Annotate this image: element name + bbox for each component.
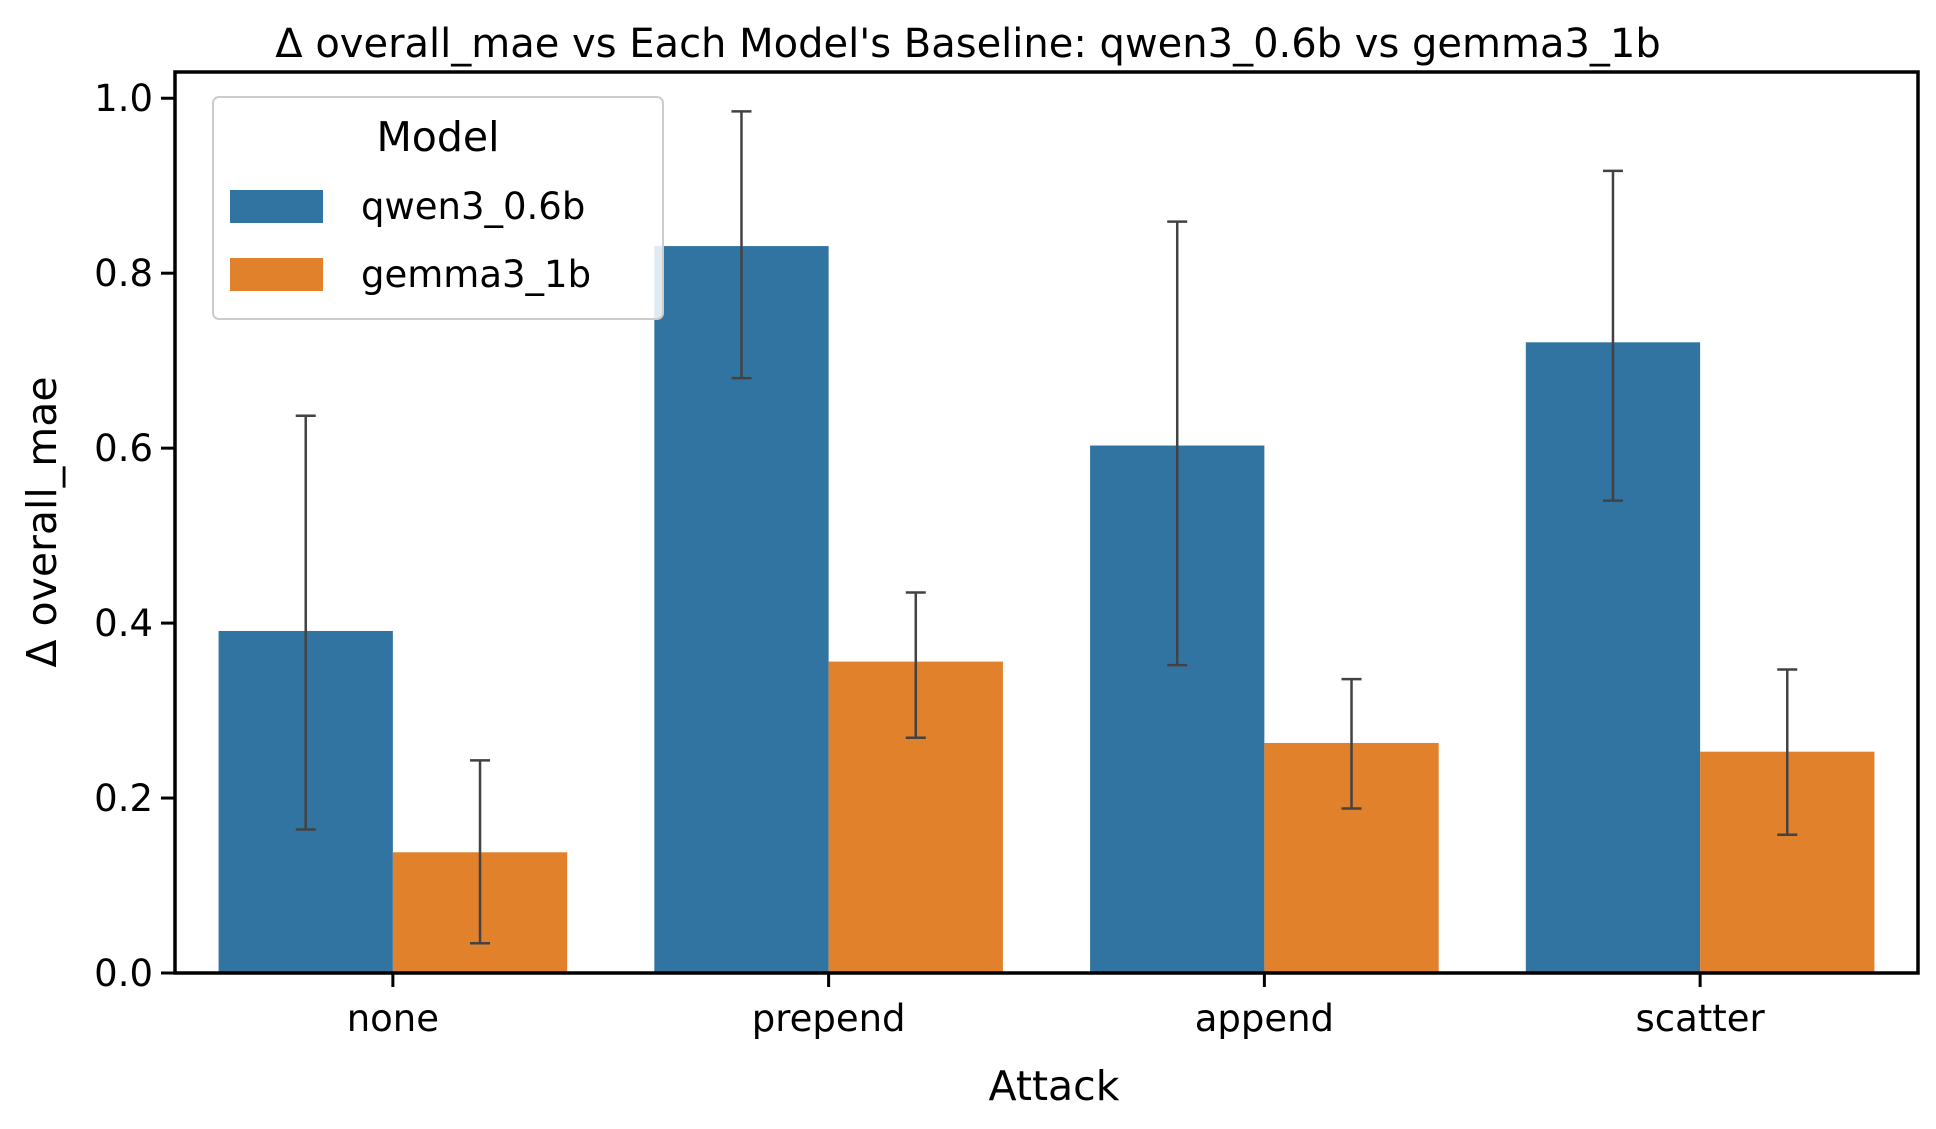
x-axis-label: Attack xyxy=(989,1062,1120,1110)
error-bar-qwen3_0.6b-prepend xyxy=(731,110,752,380)
y-axis-label: Δ overall_mae xyxy=(18,376,66,667)
y-tick-label: 0.2 xyxy=(94,777,153,820)
error-bar-gemma3_1b-none xyxy=(470,759,491,945)
bars-layer xyxy=(218,246,1875,973)
plot-frame xyxy=(173,70,1920,975)
y-tick-label: 0.8 xyxy=(94,252,153,295)
error-bars-layer xyxy=(295,110,1798,945)
y-tick-label: 0.6 xyxy=(94,427,153,470)
x-tick-label: none xyxy=(347,997,439,1040)
x-tick-label: prepend xyxy=(752,997,906,1040)
y-tick-label: 1.0 xyxy=(94,77,153,120)
y-tick-label: 0.4 xyxy=(94,602,153,645)
legend-label-gemma3_1b: gemma3_1b xyxy=(361,253,591,296)
legend: Model qwen3_0.6b gemma3_1b xyxy=(212,96,664,320)
axes: 0.0 0.2 0.4 0.6 0.8 1.0 none prepend append scatt… xyxy=(94,70,1920,1040)
y-tick-label: 0.0 xyxy=(94,952,153,995)
error-bar-gemma3_1b-prepend xyxy=(905,591,926,739)
legend-title: Model xyxy=(376,113,499,161)
error-bar-qwen3_0.6b-append xyxy=(1167,220,1188,667)
x-tick-label: scatter xyxy=(1635,997,1765,1040)
legend-swatch-qwen3_0.6b xyxy=(230,190,323,223)
legend-swatch-gemma3_1b xyxy=(230,258,323,291)
error-bar-qwen3_0.6b-scatter xyxy=(1602,169,1623,502)
legend-frame xyxy=(212,96,664,320)
error-bar-gemma3_1b-scatter xyxy=(1777,668,1798,837)
error-bar-gemma3_1b-append xyxy=(1341,677,1362,810)
legend-label-qwen3_0.6b: qwen3_0.6b xyxy=(361,185,585,228)
x-tick-label: append xyxy=(1195,997,1334,1040)
error-bar-qwen3_0.6b-none xyxy=(295,414,316,831)
chart-title: Δ overall_mae vs Each Model's Baseline: … xyxy=(275,21,1661,67)
